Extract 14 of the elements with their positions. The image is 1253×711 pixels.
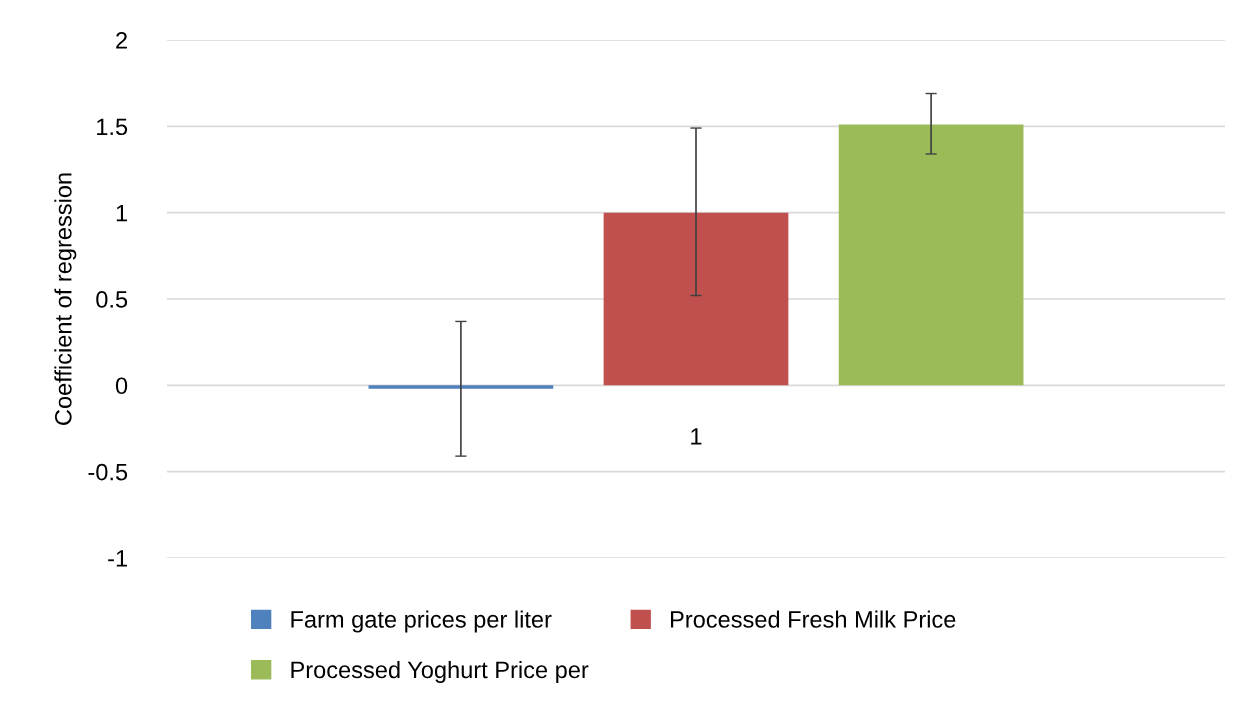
bar (368, 385, 554, 389)
legend-label: Processed Yoghurt Price per (291, 660, 589, 683)
y-tick-label: 2 (116, 32, 127, 49)
y-tick-label: 0.5 (96, 291, 128, 308)
bar (838, 124, 1024, 386)
y-tick-label: 1.5 (97, 118, 128, 136)
bar (603, 212, 789, 386)
y-tick-label: -1 (108, 550, 127, 567)
y-tick-label: -0.5 (88, 463, 128, 481)
y-tick-label: 1 (116, 204, 127, 222)
legend-label: Farm gate prices per liter (291, 610, 552, 633)
y-tick-label: 0 (115, 377, 128, 395)
legend-label: Processed Fresh Milk Price (670, 610, 956, 628)
y-axis-title: Coefficient of regression (54, 173, 77, 425)
